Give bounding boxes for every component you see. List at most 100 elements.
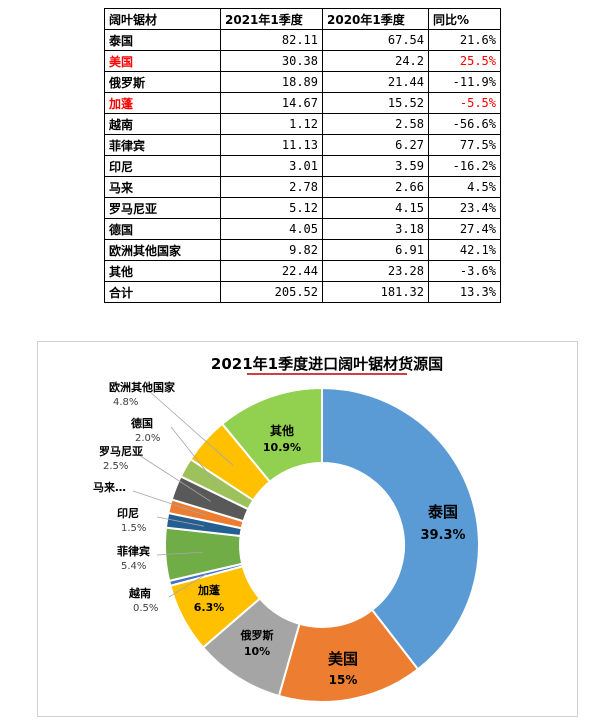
cell-name: 菲律宾	[104, 134, 221, 156]
table-row: 马来 2.78 2.66 4.5%	[104, 176, 501, 198]
cell-q2020: 67.54	[322, 29, 429, 51]
slice-1	[321, 386, 480, 671]
cell-yoy: -16.2%	[428, 155, 501, 177]
data-table: 阔叶锯材 2021年1季度 2020年1季度 同比% 泰国 82.11 67.54 2…	[104, 8, 501, 303]
cell-q2021: 22.44	[220, 260, 323, 282]
table-row: 德国 4.05 3.18 27.4%	[104, 218, 501, 240]
cell-yoy: -5.5%	[428, 92, 501, 114]
slice-label: 印尼	[117, 507, 139, 520]
table-row: 其他 22.44 23.28 -3.6%	[104, 260, 501, 282]
cell-name: 马来	[104, 176, 221, 198]
table-row: 欧洲其他国家 9.82 6.91 42.1%	[104, 239, 501, 261]
table-header-row: 阔叶锯材 2021年1季度 2020年1季度 同比%	[104, 8, 501, 30]
slice-label: 菲律宾	[117, 544, 150, 558]
cell-q2020: 3.18	[322, 218, 429, 240]
table-row: 美国 30.38 24.2 25.5%	[104, 50, 501, 72]
cell-q2021: 30.38	[220, 50, 323, 72]
slice-pct-label: 5.4%	[121, 561, 146, 572]
slice-label: 越南	[128, 586, 151, 600]
cell-q2021: 4.05	[220, 218, 323, 240]
cell-yoy: -3.6%	[428, 260, 501, 282]
cell-q2020: 6.91	[322, 239, 429, 261]
slice-pct-label: 10.9%	[263, 441, 301, 454]
cell-q2020: 24.2	[322, 50, 429, 72]
leader-line	[168, 573, 207, 598]
slice-12	[220, 386, 323, 484]
cell-q2020: 15.52	[322, 92, 429, 114]
cell-q2021: 205.52	[220, 281, 323, 303]
donut-chart: 2021年1季度进口阔叶锯材货源国 泰国 39.3% 美国 15% 俄罗斯 10% 加蓬 6.…	[93, 355, 480, 703]
slice-pct-label: 2.0%	[135, 433, 160, 444]
slice-label: 马来…	[93, 480, 126, 494]
cell-yoy: 4.5%	[428, 176, 501, 198]
chart-frame	[37, 341, 578, 717]
leader-line	[170, 426, 219, 487]
cell-name: 罗马尼亚	[104, 197, 221, 219]
leader-lines	[132, 390, 234, 598]
cell-q2021: 9.82	[220, 239, 323, 261]
leader-line	[148, 390, 234, 466]
slice-label: 欧洲其他国家	[109, 380, 176, 394]
slice-pct-label: 15%	[329, 673, 358, 687]
cell-name: 其他	[104, 260, 221, 282]
slice-pct-label: 1.5%	[121, 523, 146, 534]
table-row: 俄罗斯 18.89 21.44 -11.9%	[104, 71, 501, 93]
slice-pct-label: 0.5%	[133, 603, 158, 614]
header-cell: 阔叶锯材	[104, 8, 221, 30]
cell-yoy: -11.9%	[428, 71, 501, 93]
cell-name: 印尼	[104, 155, 221, 177]
cell-name: 加蓬	[104, 92, 221, 114]
cell-q2020: 181.32	[322, 281, 429, 303]
cell-name: 美国	[104, 50, 221, 72]
table-row: 加蓬 14.67 15.52 -5.5%	[104, 92, 501, 114]
leader-line	[156, 551, 203, 556]
table-body: 泰国 82.11 67.54 21.6% 美国 30.38 24.2 25.5% 俄罗斯 18.8…	[104, 29, 501, 303]
slice-label: 泰国	[427, 503, 458, 521]
leader-line	[138, 454, 211, 502]
cell-name: 俄罗斯	[104, 71, 221, 93]
header-cell: 同比%	[428, 8, 501, 30]
slice-label: 德国	[130, 416, 153, 430]
cell-yoy: 13.3%	[428, 281, 501, 303]
chart-title: 2021年1季度进口阔叶锯材货源国	[211, 355, 443, 373]
table-row: 泰国 82.11 67.54 21.6%	[104, 29, 501, 51]
cell-q2020: 21.44	[322, 71, 429, 93]
leader-line	[132, 490, 207, 516]
cell-q2021: 3.01	[220, 155, 323, 177]
cell-name: 合计	[104, 281, 221, 303]
cell-yoy: -56.6%	[428, 113, 501, 135]
cell-q2021: 18.89	[220, 71, 323, 93]
slice-label: 美国	[328, 650, 358, 668]
cell-q2021: 2.78	[220, 176, 323, 198]
cell-name: 泰国	[104, 29, 221, 51]
cell-yoy: 21.6%	[428, 29, 501, 51]
cell-yoy: 77.5%	[428, 134, 501, 156]
slice-pct-label: 2.5%	[103, 461, 128, 472]
header-cell: 2021年1季度	[220, 8, 323, 30]
table-row: 合计 205.52 181.32 13.3%	[104, 281, 501, 303]
header-cell: 2020年1季度	[322, 8, 429, 30]
cell-q2021: 82.11	[220, 29, 323, 51]
leader-line	[156, 516, 205, 527]
cell-name: 德国	[104, 218, 221, 240]
cell-name: 越南	[104, 113, 221, 135]
slice-label: 俄罗斯	[240, 628, 274, 642]
cell-yoy: 42.1%	[428, 239, 501, 261]
cell-name: 欧洲其他国家	[104, 239, 221, 261]
cell-q2020: 3.59	[322, 155, 429, 177]
slice-label: 罗马尼亚	[99, 445, 143, 458]
table-row: 菲律宾 11.13 6.27 77.5%	[104, 134, 501, 156]
cell-q2020: 2.58	[322, 113, 429, 135]
slice-label: 其他	[270, 423, 294, 438]
slices-group	[164, 386, 480, 703]
cell-yoy: 25.5%	[428, 50, 501, 72]
cell-q2021: 1.12	[220, 113, 323, 135]
slice-pct-label: 6.3%	[194, 601, 225, 614]
cell-q2020: 4.15	[322, 197, 429, 219]
slice-pct-label: 39.3%	[420, 528, 465, 543]
table-row: 罗马尼亚 5.12 4.15 23.4%	[104, 197, 501, 219]
cell-q2020: 2.66	[322, 176, 429, 198]
cell-yoy: 27.4%	[428, 218, 501, 240]
table-row: 越南 1.12 2.58 -56.6%	[104, 113, 501, 135]
slice-labels: 泰国 39.3% 美国 15% 俄罗斯 10% 加蓬 6.3% 越南 0.5% 菲律宾 5.4% 印尼 1…	[93, 380, 466, 687]
